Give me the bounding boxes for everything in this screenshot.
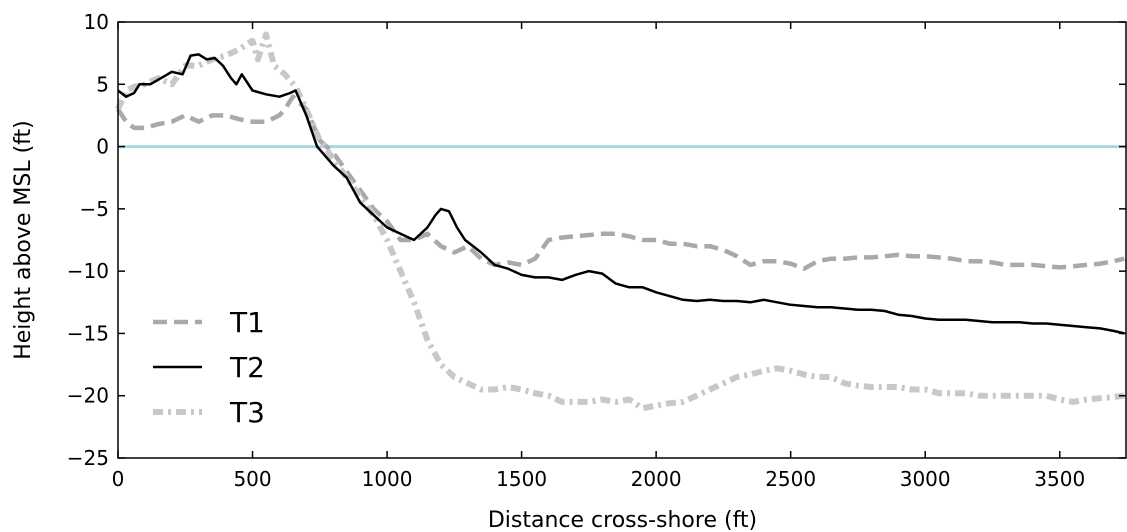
legend-label-t1: T1 <box>229 306 265 339</box>
x-tick-label: 2000 <box>631 467 682 491</box>
y-tick-label: −5 <box>80 197 109 221</box>
y-tick-label: −10 <box>67 259 109 283</box>
y-tick-label: −20 <box>67 384 109 408</box>
x-tick-label: 0 <box>112 467 125 491</box>
y-tick-label: 10 <box>84 10 109 34</box>
series-line-t3 <box>115 31 1125 412</box>
y-tick-label: 0 <box>96 135 109 159</box>
x-tick-label: 2500 <box>765 467 816 491</box>
y-tick-label: 5 <box>96 72 109 96</box>
x-tick-label: 500 <box>233 467 271 491</box>
plot-frame <box>117 21 1127 459</box>
x-tick-label: 1000 <box>362 467 413 491</box>
y-tick-label: −25 <box>67 446 109 470</box>
x-axis-ticks: 0 500 1000 1500 2000 2500 3000 3500 <box>112 22 1085 491</box>
y-axis-ticks: 10 5 0 −5 −10 −15 −20 −25 <box>67 10 1126 470</box>
legend: T1 T2 T3 <box>153 306 265 429</box>
x-tick-label: 3000 <box>900 467 951 491</box>
series-line-t2 <box>117 53 1125 335</box>
series-line-t1 <box>116 94 1125 271</box>
legend-label-t2: T2 <box>229 351 265 384</box>
legend-label-t3: T3 <box>229 396 265 429</box>
x-axis-label: Distance cross-shore (ft) <box>488 508 757 532</box>
x-tick-label: 3500 <box>1034 467 1085 491</box>
x-tick-label: 1500 <box>496 467 547 491</box>
y-tick-label: −15 <box>67 321 109 345</box>
series-layer <box>115 31 1125 412</box>
y-axis-label: Height above MSL (ft) <box>11 120 36 360</box>
